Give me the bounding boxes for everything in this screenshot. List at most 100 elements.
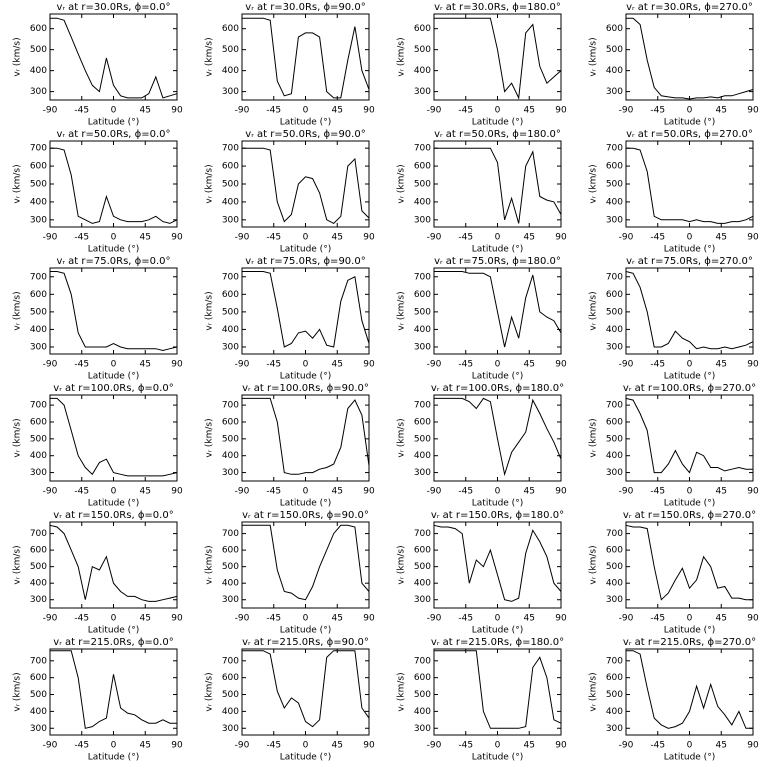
x-tick-label: 45 [140,741,151,751]
x-tick-label: 45 [524,106,535,116]
x-tick-label: -90 [235,614,250,624]
x-tick-label: -90 [235,106,250,116]
y-axis-label: vᵣ (km/s) [397,418,407,457]
x-tick-label: -45 [74,741,89,751]
x-tick-label: 90 [171,360,183,370]
y-tick-label: 400 [222,197,239,207]
y-tick-label: 700 [606,656,623,666]
plot-frame [49,140,178,228]
y-tick-label: 300 [414,215,431,225]
data-line [242,524,370,601]
x-tick-label: -90 [619,106,634,116]
x-tick-label: -90 [43,106,58,116]
x-tick-label: 45 [716,233,727,243]
y-tick-label: 400 [606,451,623,461]
y-tick-label: 600 [606,24,623,34]
chart-title: vᵣ at r=150.0Rs, ϕ=180.0° [431,510,564,521]
x-tick-label: 0 [303,360,309,370]
x-tick-label: 90 [363,360,375,370]
chart-title: vᵣ at r=100.0Rs, ϕ=180.0° [431,383,564,394]
y-tick-label: 500 [30,434,47,444]
y-tick-label: 400 [606,325,623,335]
x-tick-label: 45 [524,487,535,497]
x-tick-label: -90 [427,106,442,116]
y-tick-label: 300 [222,595,239,605]
x-tick-label: -45 [74,614,89,624]
x-axis-label: Latitude (°) [472,499,523,509]
x-tick-label: -45 [458,741,473,751]
y-tick-label: 600 [606,417,623,427]
x-tick-label: 0 [111,614,117,624]
x-tick-label: -45 [266,741,281,751]
chart-title: vᵣ at r=50.0Rs, ϕ=90.0° [245,129,365,140]
plot-frame [241,140,370,228]
y-tick-label: 300 [30,87,47,97]
x-tick-label: 0 [303,487,309,497]
y-tick-label: 600 [414,546,431,556]
y-tick-label: 600 [30,673,47,683]
y-tick-label: 500 [222,434,239,444]
y-tick-label: 600 [222,417,239,427]
y-tick-label: 500 [30,180,47,190]
y-tick-label: 400 [222,325,239,335]
y-tick-label: 600 [606,290,623,300]
y-axis-label: vᵣ (km/s) [589,545,599,584]
data-line [626,17,754,100]
x-tick-label: 0 [687,360,693,370]
x-tick-label: 0 [303,233,309,243]
plot-frame [49,521,178,609]
x-tick-label: -90 [235,741,250,751]
x-tick-label: -45 [650,360,665,370]
y-tick-label: 400 [30,579,47,589]
y-tick-label: 500 [30,45,47,55]
y-tick-label: 700 [222,272,239,282]
y-tick-label: 500 [30,562,47,572]
y-tick-label: 300 [222,468,239,478]
y-tick-label: 700 [414,272,431,282]
x-tick-label: 0 [495,741,501,751]
y-tick-label: 700 [414,656,431,666]
chart-title: vᵣ at r=215.0Rs, ϕ=90.0° [242,637,369,648]
plot-frame [49,394,178,482]
x-tick-label: 90 [363,233,375,243]
chart-title: vᵣ at r=30.0Rs, ϕ=180.0° [434,2,561,13]
chart-title: vᵣ at r=50.0Rs, ϕ=180.0° [434,129,561,140]
y-axis-label: vᵣ (km/s) [205,291,215,330]
y-axis-label: vᵣ (km/s) [13,418,23,457]
chart-title: vᵣ at r=75.0Rs, ϕ=90.0° [245,256,365,267]
y-tick-label: 700 [606,272,623,282]
x-tick-label: 0 [495,106,501,116]
x-tick-label: 0 [303,741,309,751]
x-tick-label: 90 [363,106,375,116]
x-tick-label: 0 [687,233,693,243]
x-tick-label: -45 [650,233,665,243]
x-tick-label: 45 [716,106,727,116]
x-tick-label: -45 [458,614,473,624]
y-tick-label: 500 [606,562,623,572]
y-tick-label: 600 [30,546,47,556]
x-tick-label: 90 [555,233,567,243]
y-axis-label: vᵣ (km/s) [13,545,23,584]
x-tick-label: 90 [747,487,759,497]
chart-title: vᵣ at r=75.0Rs, ϕ=270.0° [626,256,753,267]
plot-frame [625,521,754,609]
chart-title: vᵣ at r=30.0Rs, ϕ=0.0° [56,2,170,13]
y-tick-label: 700 [30,401,47,411]
data-line [625,271,754,350]
y-axis-label: vᵣ (km/s) [205,672,215,711]
x-tick-label: -45 [266,360,281,370]
x-axis-label: Latitude (°) [88,245,139,255]
x-tick-label: 45 [332,233,343,243]
y-tick-label: 500 [414,434,431,444]
x-tick-label: 90 [747,360,759,370]
y-axis-label: vᵣ (km/s) [13,291,23,330]
plot-frame [241,394,370,482]
data-line [50,271,178,352]
x-tick-label: 90 [555,106,567,116]
y-tick-label: 600 [414,162,431,172]
y-tick-label: 700 [222,529,239,539]
y-tick-label: 500 [606,307,623,317]
x-tick-label: 0 [111,106,117,116]
x-tick-label: -90 [43,487,58,497]
x-axis-label: Latitude (°) [664,626,715,636]
